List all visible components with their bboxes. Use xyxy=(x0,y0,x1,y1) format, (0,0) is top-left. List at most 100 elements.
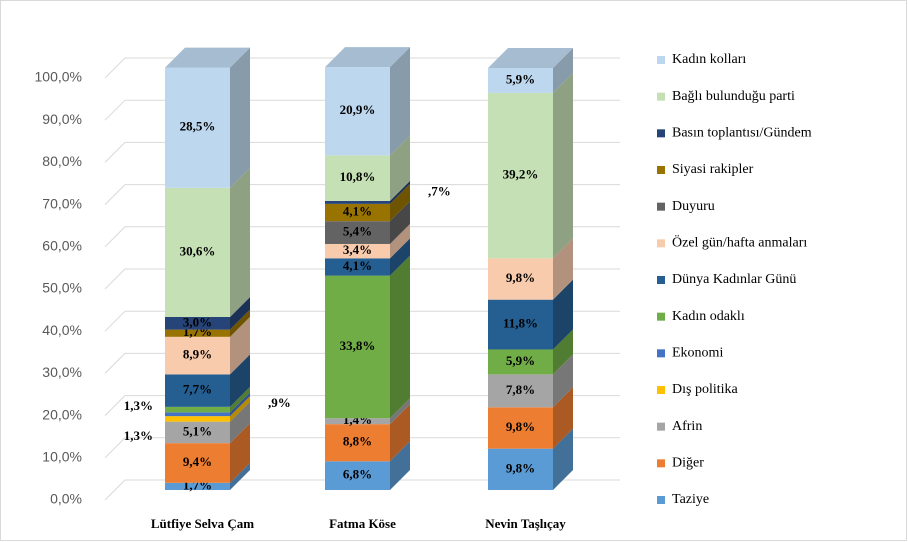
legend-swatch xyxy=(657,386,665,394)
value-label: 1,3% xyxy=(124,428,153,443)
legend-label: Bağlı bulunduğu parti xyxy=(672,89,795,104)
value-label: 20,9% xyxy=(340,102,376,117)
bar-side xyxy=(390,238,410,276)
bar-side xyxy=(230,296,250,330)
value-label: ,9% xyxy=(268,395,291,410)
grid-line xyxy=(104,184,620,205)
grid-line xyxy=(104,437,620,459)
value-label: 39,2% xyxy=(503,167,539,182)
bar-segment xyxy=(165,67,230,188)
grid-line xyxy=(104,99,620,121)
legend-label: Basın toplantısı/Gündem xyxy=(672,126,812,141)
bar-side xyxy=(390,201,410,244)
grid-line xyxy=(104,310,620,332)
bar-segment xyxy=(325,243,390,259)
grid-line xyxy=(104,395,620,416)
bar-segment xyxy=(165,336,230,375)
bar-side xyxy=(230,316,250,375)
legend-swatch xyxy=(657,92,665,101)
legend-label: Özel gün/hafta anmaları xyxy=(672,234,807,251)
bar-segment xyxy=(165,421,230,444)
y-tick-label: 40,0% xyxy=(42,322,82,338)
bar-segment xyxy=(165,482,230,490)
value-label: 7,8% xyxy=(506,382,535,397)
value-label: 9,4% xyxy=(183,454,212,469)
value-label: 9,8% xyxy=(506,270,535,285)
value-label: ,7% xyxy=(428,183,451,198)
bar-side xyxy=(390,255,410,419)
bar-segment xyxy=(165,187,230,317)
bar-segment xyxy=(165,406,230,413)
bar-segment xyxy=(325,258,390,276)
legend-label: Kadın kolları xyxy=(672,52,746,67)
value-label: 5,9% xyxy=(506,71,535,86)
bar-segment xyxy=(165,412,230,417)
y-tick-label: 50,0% xyxy=(42,280,82,296)
value-label: 4,1% xyxy=(343,258,372,273)
bar-side xyxy=(230,309,250,337)
value-label: 3,4% xyxy=(343,242,372,257)
bar-segment xyxy=(488,258,553,300)
bar-segment xyxy=(165,329,230,337)
bar-side xyxy=(390,223,410,259)
legend-label: Taziye xyxy=(672,492,709,507)
grid-line xyxy=(104,352,620,374)
grid-line xyxy=(104,57,620,79)
legend-swatch xyxy=(657,239,665,248)
bar-segment xyxy=(325,203,390,222)
bar-segment xyxy=(165,374,230,407)
x-tick-label: Fatma Köse xyxy=(329,516,396,531)
legend-swatch xyxy=(657,202,665,211)
value-label: 8,9% xyxy=(183,347,212,362)
value-label: 8,8% xyxy=(343,434,372,449)
value-label: 33,8% xyxy=(340,338,376,353)
bar-segment xyxy=(488,349,553,375)
bar-top xyxy=(488,48,573,68)
bar-side xyxy=(553,72,573,259)
legend-label: Siyasi rakipler xyxy=(672,162,754,177)
bar-side xyxy=(390,180,410,204)
value-label: 5,4% xyxy=(343,224,372,239)
value-label: 30,6% xyxy=(180,243,216,258)
bar-side xyxy=(230,392,250,417)
bar-segment xyxy=(325,200,390,204)
bar-side xyxy=(390,404,410,462)
legend-swatch xyxy=(657,459,665,468)
bar-top xyxy=(325,47,410,68)
legend-label: Dünya Kadınlar Günü xyxy=(672,272,796,287)
bar-segment xyxy=(325,67,390,156)
value-label: 9,8% xyxy=(506,460,535,475)
y-tick-label: 80,0% xyxy=(42,153,82,169)
bar-side xyxy=(553,279,573,350)
x-tick-label: Lütfiye Selva Çam xyxy=(151,516,254,531)
legend-swatch xyxy=(657,312,665,321)
value-label: 10,8% xyxy=(340,169,376,184)
bar-side xyxy=(553,329,573,375)
bar-segment xyxy=(325,221,390,244)
bar-segment xyxy=(488,68,553,93)
legend-label: Duyuru xyxy=(672,199,715,214)
value-label: 7,7% xyxy=(183,382,212,397)
bar-side xyxy=(230,396,250,422)
value-label: 5,1% xyxy=(183,423,212,438)
value-label: 9,8% xyxy=(506,419,535,434)
bar-side xyxy=(553,48,573,93)
legend-swatch xyxy=(657,56,665,64)
legend-swatch xyxy=(657,422,665,431)
bar-side xyxy=(553,387,573,449)
bar-side xyxy=(390,398,410,425)
y-tick-label: 0,0% xyxy=(50,491,82,507)
grid-line xyxy=(104,479,620,501)
legend-label: Diğer xyxy=(672,456,704,471)
y-tick-label: 90,0% xyxy=(42,111,82,127)
bar-side xyxy=(553,428,573,490)
bar-segment xyxy=(325,275,390,419)
grid-line xyxy=(104,141,620,163)
bar-side xyxy=(230,354,250,407)
x-tick-label: Nevin Taşlıçay xyxy=(485,516,566,531)
bar-side xyxy=(390,135,410,201)
bar-segment xyxy=(488,448,553,490)
y-tick-label: 100,0% xyxy=(35,69,82,85)
